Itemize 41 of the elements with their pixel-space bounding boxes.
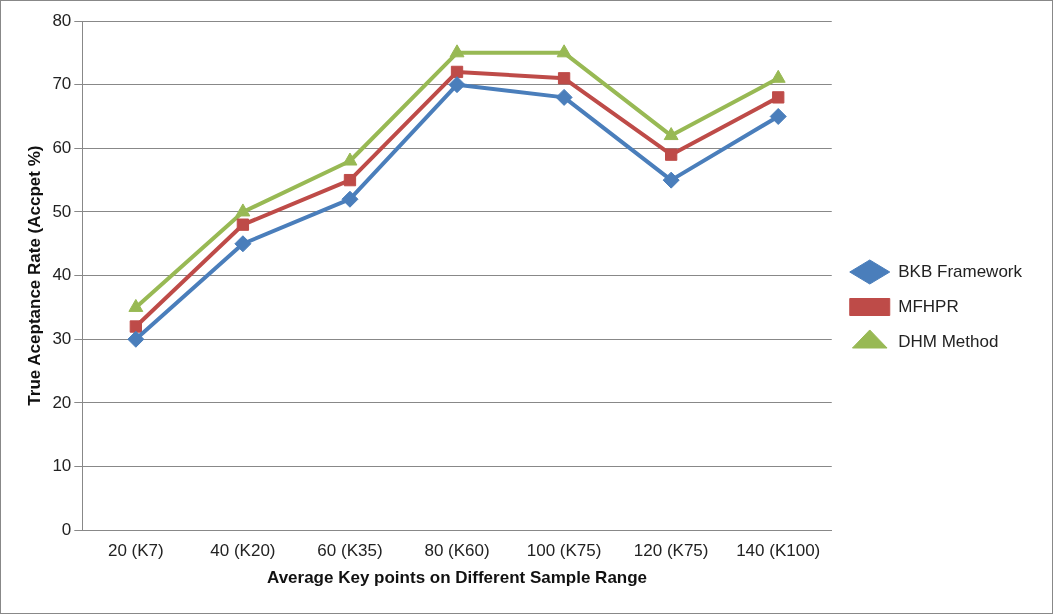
y-tick-label: 50 <box>52 201 72 221</box>
x-tick-label: 60 (K35) <box>317 541 383 561</box>
legend-label: MFHPR <box>898 296 959 316</box>
y-tick-label: 60 <box>52 137 72 157</box>
y-axis-title: True Aceptance Rate (Accpet %) <box>24 145 44 406</box>
legend-label: DHM Method <box>898 331 999 351</box>
x-tick-label: 40 (K20) <box>210 541 276 561</box>
point <box>450 65 464 79</box>
point <box>769 107 787 125</box>
point <box>555 88 573 106</box>
point <box>772 91 785 104</box>
point <box>127 330 145 348</box>
y-tick-label: 70 <box>52 74 72 94</box>
y-tick-label: 80 <box>52 10 72 30</box>
point <box>235 203 251 217</box>
point <box>236 218 250 231</box>
point <box>665 148 678 161</box>
point <box>342 152 358 166</box>
x-tick-label: 140 (K100) <box>736 541 821 561</box>
x-axis-title: Average Key points on Different Sample Range <box>266 568 648 588</box>
x-tick-label: 80 (K60) <box>424 541 490 561</box>
y-tick-label: 20 <box>52 392 72 412</box>
point <box>449 44 465 58</box>
x-tick-label: 20 (K7) <box>107 541 164 561</box>
point <box>129 320 142 333</box>
point <box>770 69 786 83</box>
point <box>343 173 357 187</box>
point <box>556 44 572 58</box>
point <box>234 235 252 253</box>
x-tick-label: 100 (K75) <box>526 541 602 561</box>
y-tick-label: 40 <box>52 265 72 285</box>
y-tick-label: 0 <box>61 519 72 539</box>
point <box>662 171 680 189</box>
legend-label: BKB Framework <box>898 261 1023 281</box>
x-tick-label: 120 (K75) <box>633 541 709 561</box>
y-tick-label: 30 <box>52 328 72 348</box>
point <box>663 127 679 141</box>
y-tick-label: 10 <box>52 456 72 476</box>
point <box>341 190 359 208</box>
point <box>557 72 571 85</box>
point <box>448 76 466 94</box>
